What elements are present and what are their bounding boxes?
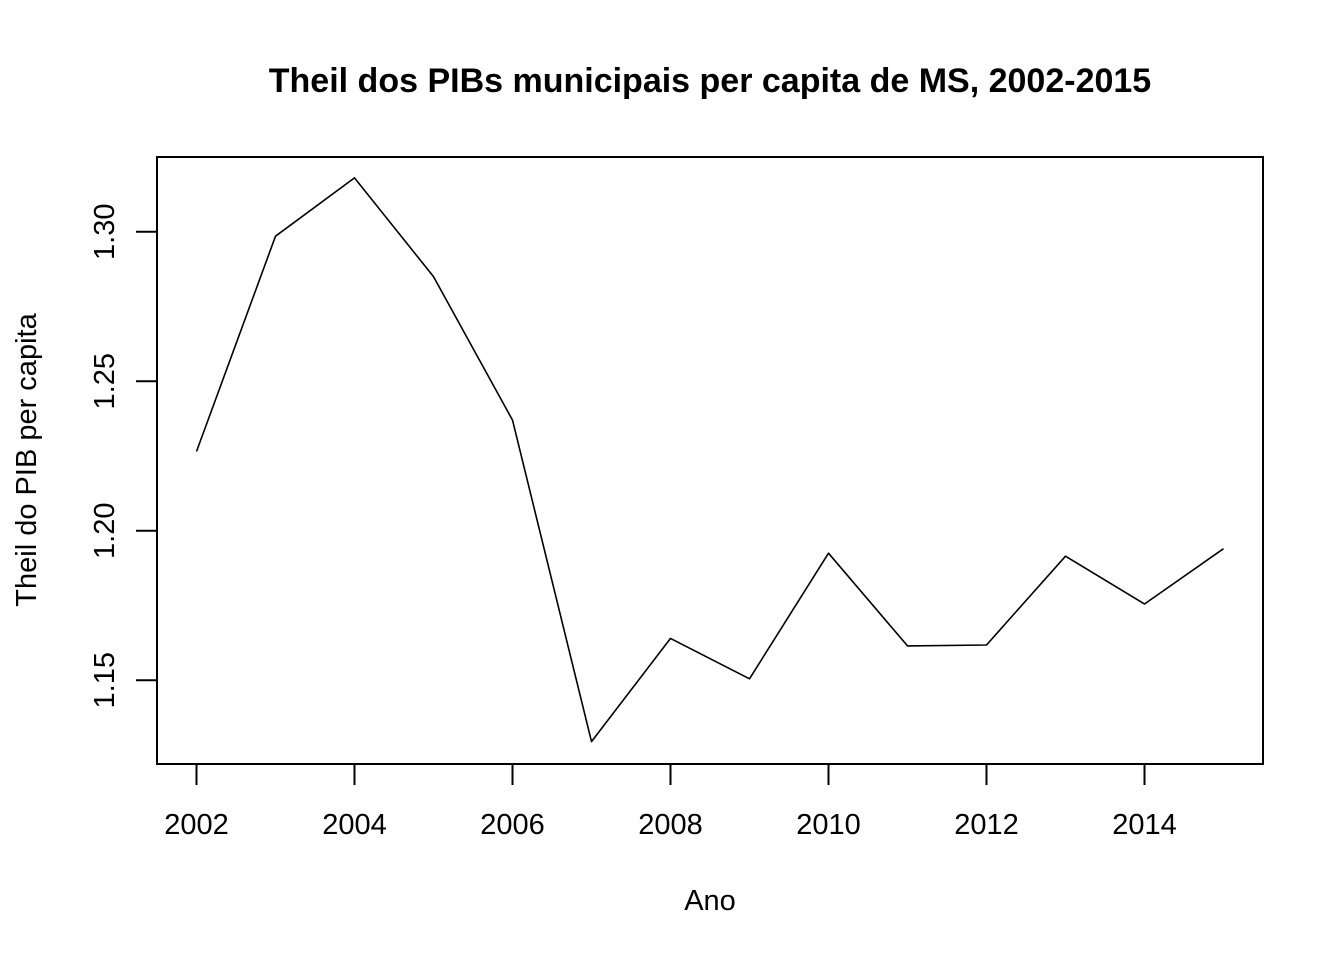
x-tick-label: 2014 [1112,809,1177,841]
y-tick-label: 1.15 [89,652,121,708]
y-tick-label: 1.20 [89,503,121,559]
x-axis: 2002 2004 2006 2008 2010 2012 2014 [164,763,1177,841]
y-tick-label: 1.30 [89,204,121,260]
x-tick-label: 2002 [164,809,229,841]
y-axis: 1.15 1.20 1.25 1.30 [89,204,158,709]
x-tick-label: 2004 [322,809,387,841]
y-axis-label: Theil do PIB per capita [11,312,43,606]
plot-frame [156,156,1264,765]
x-tick-label: 2010 [796,809,861,841]
x-tick-label: 2006 [480,809,545,841]
y-tick-label: 1.25 [89,353,121,409]
x-axis-label: Ano [684,885,736,917]
x-tick-label: 2008 [638,809,703,841]
x-tick-label: 2012 [954,809,1019,841]
chart-title: Theil dos PIBs municipais per capita de … [269,62,1151,100]
series-line [195,177,1224,743]
